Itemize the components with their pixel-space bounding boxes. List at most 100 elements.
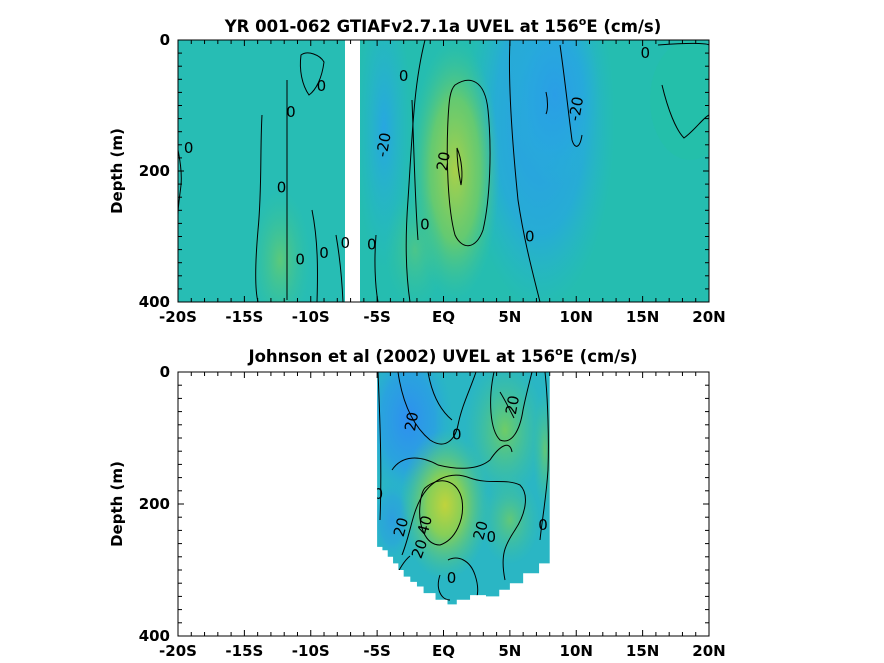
observed-contour-label-text: 20 bbox=[390, 516, 412, 539]
model-contour-line bbox=[508, 40, 541, 302]
observed-y-tick-label: 400 bbox=[139, 627, 170, 645]
model-contour-label: 0 bbox=[525, 228, 535, 246]
observed-x-tick-label: 10N bbox=[560, 642, 593, 660]
observed-contour-line bbox=[427, 372, 453, 421]
model-y-tick-labels: 0 200 400 bbox=[139, 31, 170, 311]
model-contours bbox=[178, 40, 709, 302]
model-x-tick-label: 10N bbox=[560, 308, 593, 326]
observed-contour-label: 20 bbox=[401, 411, 422, 433]
observed-contour-label-text: 0 bbox=[538, 516, 548, 534]
model-contour-label-text: 0 bbox=[367, 235, 377, 253]
model-contour-label-text: 0 bbox=[286, 103, 296, 121]
observed-contour-label-text: 0 bbox=[374, 485, 384, 503]
model-contour-line bbox=[661, 84, 709, 139]
observed-y-tick-label: 200 bbox=[139, 495, 170, 513]
model-contour-line bbox=[405, 40, 426, 302]
observed-contour-label-text: 20 bbox=[502, 394, 523, 416]
observed-x-tick-labels: -20S -15S -10S -5S EQ 5N 10N 15N 20N bbox=[159, 642, 726, 660]
observed-contour-line bbox=[377, 372, 382, 521]
model-x-tick-label: 15N bbox=[626, 308, 659, 326]
model-contour-label: 0 bbox=[420, 216, 430, 234]
model-westward-core-inner bbox=[510, 40, 600, 185]
observed-contour-label: 20 bbox=[470, 519, 492, 542]
model-contour-line bbox=[657, 42, 709, 46]
model-contour-line bbox=[255, 114, 263, 302]
model-contour-label-text: 0 bbox=[184, 139, 194, 157]
model-contour-line bbox=[545, 91, 548, 115]
model-x-tick-labels: -20S -15S -10S -5S EQ 5N 10N 15N 20N bbox=[159, 308, 726, 326]
observed-contour-label: 20 bbox=[502, 394, 523, 416]
model-x-tick-label: EQ bbox=[432, 308, 455, 326]
observed-contour-label-text: 40 bbox=[414, 514, 436, 537]
model-x-tick-label: 20N bbox=[692, 308, 725, 326]
model-contour-label-text: -20 bbox=[565, 95, 587, 122]
model-x-tick-label: 5N bbox=[498, 308, 521, 326]
model-contour-line bbox=[456, 147, 463, 186]
observed-contour-label: 20 bbox=[390, 516, 412, 539]
model-contour-label: 0 bbox=[286, 103, 296, 121]
model-contour-label: 0 bbox=[367, 235, 377, 253]
observed-y-axis-label: Depth (m) bbox=[108, 461, 126, 547]
observed-contour-label-text: 20 bbox=[470, 519, 492, 542]
observed-contour-label-text: 0 bbox=[452, 426, 462, 444]
observed-y-tick-labels: 0 200 400 bbox=[139, 363, 170, 645]
model-y-axis-label: Depth (m) bbox=[108, 128, 126, 214]
model-contour-label: 20 bbox=[433, 150, 454, 172]
model-x-tick-label: -15S bbox=[225, 308, 263, 326]
observed-contour-label: 0 bbox=[447, 569, 457, 587]
model-contour-label: 0 bbox=[641, 44, 651, 62]
observed-x-tick-label: -20S bbox=[159, 642, 197, 660]
observed-contour-label: 0 bbox=[487, 528, 497, 546]
model-contour-label-text: 20 bbox=[433, 150, 454, 172]
observed-contour-label: 0 bbox=[452, 426, 462, 444]
observed-contour-label-text: 20 bbox=[401, 411, 422, 433]
model-contour-label: 0 bbox=[317, 77, 327, 95]
model-contour-line bbox=[299, 52, 325, 96]
observed-y-tick-label: 0 bbox=[160, 363, 170, 381]
model-contour-line bbox=[335, 234, 344, 302]
observed-contour-line bbox=[437, 574, 451, 601]
model-contour-label: 0 bbox=[295, 250, 305, 268]
observed-contour-label: 20 bbox=[408, 537, 431, 561]
model-contour-label-text: 0 bbox=[319, 244, 329, 262]
model-contour-label-text: 0 bbox=[399, 67, 409, 85]
model-contour-label-text: 0 bbox=[295, 250, 305, 268]
observed-eastward-core bbox=[400, 430, 490, 580]
model-x-tick-label: -20S bbox=[159, 308, 197, 326]
observed-x-tick-label: 20N bbox=[692, 642, 725, 660]
model-missing-data-gap bbox=[345, 40, 360, 302]
model-contour-label: -20 bbox=[565, 95, 587, 122]
observed-contour-line bbox=[539, 372, 549, 541]
model-chart-title: YR 001-062 GTIAFv2.7.1a UVEL at 156oE (c… bbox=[224, 15, 662, 36]
observed-x-tick-label: -10S bbox=[292, 642, 330, 660]
model-contour-label-text: -20 bbox=[373, 131, 395, 158]
model-contour-label-text: 0 bbox=[277, 178, 287, 196]
observed-contour-line bbox=[397, 372, 477, 445]
model-contour-label: 0 bbox=[184, 139, 194, 157]
observed-panel: Johnson et al (2002) UVEL at 156oE (cm/s… bbox=[108, 345, 726, 660]
observed-contour-label-text: 20 bbox=[408, 537, 431, 561]
model-contour-label-text: 0 bbox=[340, 234, 350, 252]
observed-contour-label-text: 0 bbox=[487, 528, 497, 546]
observed-x-tick-label: EQ bbox=[432, 642, 455, 660]
model-y-tick-label: 0 bbox=[160, 31, 170, 49]
model-x-tick-label: -5S bbox=[363, 308, 390, 326]
model-contour-label-text: 0 bbox=[420, 216, 430, 234]
observed-x-tick-label: -15S bbox=[225, 642, 263, 660]
model-contour-label-text: 0 bbox=[317, 77, 327, 95]
observed-eastern-tint bbox=[533, 390, 550, 510]
observed-contour-label: 0 bbox=[538, 516, 548, 534]
observed-contour-line bbox=[391, 444, 513, 471]
observed-contour-label: 40 bbox=[414, 514, 436, 537]
model-contour-label: 0 bbox=[399, 67, 409, 85]
model-contour-line bbox=[311, 209, 318, 302]
model-contour-label: 0 bbox=[319, 244, 329, 262]
observed-contour-label: 0 bbox=[374, 485, 384, 503]
observed-chart-title: Johnson et al (2002) UVEL at 156oE (cm/s… bbox=[247, 345, 637, 366]
model-y-tick-label: 200 bbox=[139, 162, 170, 180]
observed-field-tint bbox=[480, 475, 540, 565]
